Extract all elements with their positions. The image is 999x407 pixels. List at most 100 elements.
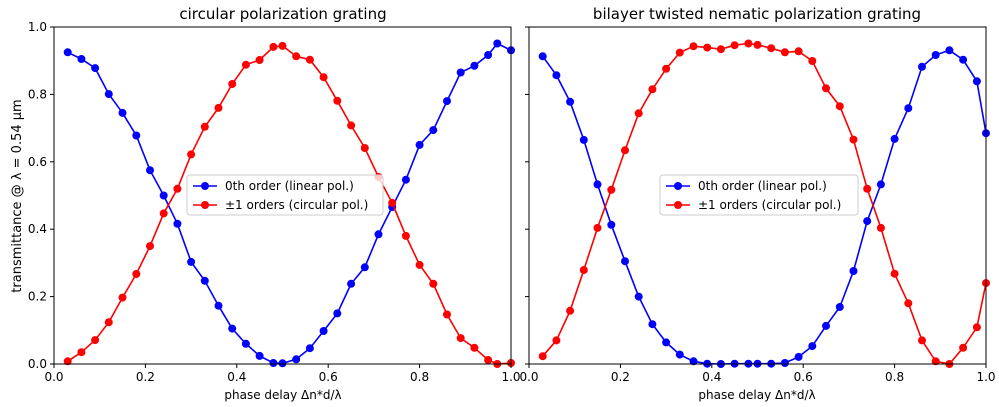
data-point	[566, 97, 575, 106]
data-point	[890, 269, 899, 278]
data-point	[187, 150, 196, 159]
data-point	[607, 220, 616, 229]
x-tick-label: 0.0	[519, 370, 538, 384]
x-axis-label-left: phase delay Δn*d/λ	[224, 388, 341, 402]
y-tick-label: 0.4	[28, 222, 47, 236]
data-point	[552, 336, 561, 345]
series-line-first-orders-right	[542, 42, 987, 365]
x-tick-label: 0.0	[44, 370, 63, 384]
data-point	[730, 41, 739, 50]
data-point	[173, 219, 182, 228]
data-point	[278, 41, 287, 50]
x-tick-label: 0.4	[702, 370, 721, 384]
legend-label: ±1 orders (circular pol.)	[698, 198, 841, 212]
data-point	[159, 209, 168, 218]
data-point	[470, 61, 479, 70]
data-point	[703, 43, 712, 52]
data-point	[876, 223, 885, 232]
data-point	[753, 40, 762, 49]
data-point	[319, 327, 328, 335]
data-point	[634, 109, 643, 118]
data-point	[347, 121, 356, 130]
x-tick-label: 0.2	[136, 370, 155, 384]
data-point	[484, 356, 493, 364]
data-point	[388, 198, 397, 207]
data-point	[689, 357, 698, 366]
chart-title-right: bilayer twisted nematic polarization gra…	[593, 5, 921, 23]
chart-title-left: circular polarization grating	[179, 5, 386, 23]
x-tick-label: 0.4	[227, 370, 246, 384]
data-point	[579, 266, 588, 274]
data-point	[187, 257, 196, 266]
data-point	[689, 42, 698, 51]
data-point	[648, 320, 657, 329]
data-point	[876, 180, 885, 189]
data-point	[305, 55, 314, 64]
y-tick-label: 0.2	[28, 290, 47, 304]
data-point	[214, 103, 223, 112]
legend-box	[186, 174, 384, 216]
data-point	[716, 45, 725, 54]
data-point	[456, 334, 465, 343]
legend-label: 0th order (linear pol.)	[225, 179, 354, 193]
data-point	[255, 351, 264, 360]
data-point	[794, 352, 803, 361]
data-point	[863, 184, 872, 193]
data-point	[808, 57, 817, 65]
data-point	[593, 180, 602, 189]
y-tick-label: 0.6	[28, 155, 47, 169]
data-point	[429, 279, 438, 288]
data-point	[401, 175, 410, 184]
data-point	[91, 336, 100, 345]
data-point	[863, 217, 872, 226]
chart-left: circular polarization grating 0.0 0.2 0.4 0…	[28, 5, 521, 402]
data-point	[118, 293, 127, 302]
data-point	[241, 60, 250, 69]
data-point	[360, 263, 369, 272]
data-point	[780, 48, 789, 57]
data-point	[146, 242, 154, 251]
data-point	[132, 131, 141, 140]
data-point	[959, 343, 968, 352]
data-point	[159, 191, 168, 200]
series-line-zeroth-order-left	[67, 42, 512, 365]
y-tick-label: 0.0	[28, 357, 47, 371]
data-point	[918, 62, 926, 71]
data-point	[470, 343, 479, 352]
data-point	[780, 359, 789, 367]
legend-right: 0th order (linear pol.) ±1 orders (circul…	[659, 174, 859, 216]
data-point	[918, 336, 926, 345]
data-point	[443, 97, 451, 106]
data-point	[538, 52, 547, 61]
data-point	[401, 231, 410, 240]
legend-marker	[201, 182, 209, 190]
x-tick-label: 1.0	[976, 370, 995, 384]
data-point	[443, 310, 451, 319]
y-tick-label: 0.8	[28, 87, 47, 101]
data-point	[675, 350, 684, 359]
data-point	[579, 135, 588, 144]
data-point	[648, 85, 657, 94]
x-tick-label: 0.2	[611, 370, 630, 384]
data-point	[794, 47, 803, 56]
x-tick-label: 0.8	[410, 370, 429, 384]
data-point	[931, 51, 940, 59]
data-point	[675, 48, 684, 57]
legend-left: 0th order (linear pol.) ±1 orders (circul…	[186, 174, 384, 216]
data-point	[972, 323, 981, 332]
data-point	[493, 39, 502, 48]
data-point	[214, 301, 223, 310]
data-point	[104, 90, 113, 99]
data-point	[63, 357, 72, 366]
plot-area-right: 0.0 0.2 0.4 0.6 0.8 1.0 0th order (linear pol.…	[519, 26, 996, 384]
data-point	[744, 39, 753, 48]
data-point	[374, 230, 383, 239]
legend-box	[659, 174, 859, 216]
data-point	[621, 257, 629, 266]
data-point	[904, 104, 913, 113]
data-point	[292, 52, 301, 61]
data-point	[200, 276, 209, 285]
data-point	[77, 55, 86, 63]
data-point	[662, 64, 671, 73]
